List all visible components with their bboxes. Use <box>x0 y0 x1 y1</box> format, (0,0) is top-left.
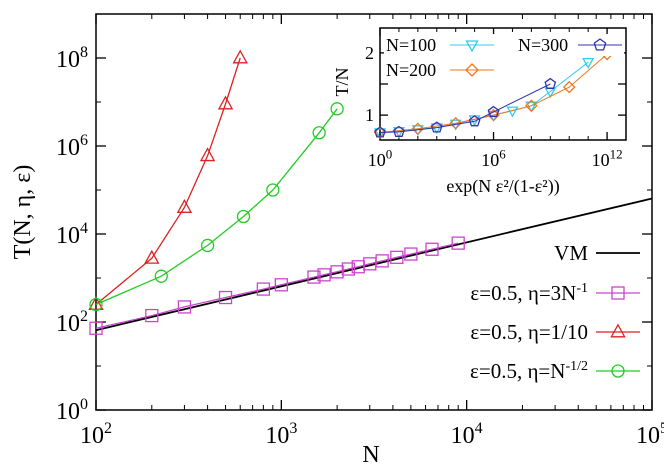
main-data-point <box>274 278 288 292</box>
inset-legend-bg <box>384 34 496 56</box>
main-y-tick-label: 102 <box>56 308 88 337</box>
main-legend-label: VM <box>554 241 588 265</box>
main-data-point <box>200 238 215 253</box>
inset-data-point <box>544 77 557 90</box>
main-legend-label: ε=0.5, η=3N-1 <box>470 281 588 305</box>
main-series-line <box>95 108 338 306</box>
main-y-tick-label: 108 <box>56 44 88 73</box>
inset-legend-bg <box>384 59 496 81</box>
main-data-point <box>404 247 418 261</box>
inset-legend-label: N=300 <box>518 35 568 55</box>
inset-series <box>373 47 614 140</box>
inset-data-point <box>468 115 481 127</box>
main-data-point <box>89 297 103 312</box>
main-legend: VMε=0.5, η=3N-1ε=0.5, η=1/10ε=0.5, η=N-1… <box>470 241 640 383</box>
main-data-point <box>266 183 280 197</box>
main-y-axis-label: T(N, η, ε) <box>10 165 36 260</box>
main-data-point <box>232 49 248 64</box>
inset-data-point <box>506 106 519 118</box>
inset-data-point <box>430 121 443 133</box>
main-series-0 <box>95 197 653 332</box>
inset-data-point <box>562 80 576 94</box>
main-data-point <box>218 290 233 305</box>
main-series-line <box>95 57 241 306</box>
main-series-2 <box>88 49 248 310</box>
main-data-point <box>144 249 160 264</box>
main-data-point <box>154 269 168 283</box>
main-data-point <box>145 308 159 323</box>
main-data-point <box>177 300 192 314</box>
inset-legend-label: N=100 <box>386 35 436 55</box>
inset-data-point <box>373 128 387 140</box>
main-data-point <box>89 321 103 335</box>
inset-data-point <box>487 105 500 118</box>
inset-data-point <box>373 126 387 139</box>
inset-data-point <box>582 57 595 69</box>
inset-y-axis-label: T/N <box>332 68 352 97</box>
main-series-line <box>95 242 459 329</box>
inset-data-point <box>525 99 538 113</box>
inset-series-line <box>379 53 608 133</box>
main-legend-marker <box>611 364 625 378</box>
main-data-point <box>317 268 331 282</box>
inset-series-2 <box>374 77 557 138</box>
main-data-point <box>307 270 321 284</box>
inset-data-point <box>411 122 425 136</box>
main-data-point <box>330 265 344 279</box>
main-data-point <box>199 147 216 162</box>
main-x-axis-label: N <box>362 442 379 465</box>
main-y-tick-label: 106 <box>56 132 88 161</box>
inset-data-point <box>449 116 463 130</box>
inset-y-tick-label: 1 <box>365 105 374 125</box>
main-data-point <box>375 254 389 268</box>
main-y-tick-label: 104 <box>56 220 88 249</box>
main-data-point <box>176 198 193 213</box>
inset-legend: N=100 N=200 N=300 <box>384 34 624 81</box>
main-data-point <box>217 95 234 110</box>
inset-data-point <box>393 125 405 137</box>
main-legend-label: ε=0.5, η=1/10 <box>470 320 588 344</box>
main-series-line <box>95 197 653 332</box>
main-data-point <box>451 236 465 250</box>
main-series-1 <box>89 236 465 335</box>
main-data-point <box>330 102 344 116</box>
main-data-point <box>236 209 251 224</box>
inset-legend-label: N=200 <box>386 60 436 80</box>
inset-y-tick-label: 2 <box>365 43 374 63</box>
main-data-point <box>256 282 271 296</box>
main-y-tick-label: 100 <box>56 396 88 425</box>
inset-legend-marker <box>465 63 479 77</box>
inset-data-point <box>430 123 443 135</box>
main-data-point <box>425 242 439 256</box>
main-x-tick-label: 104 <box>451 420 483 449</box>
inset-series-line <box>379 83 551 133</box>
inset-legend-marker <box>465 40 479 53</box>
main-x-tick-label: 105 <box>636 420 664 449</box>
inset-series-1 <box>373 47 614 139</box>
main-x-tick-label: 102 <box>80 420 112 449</box>
inset-data-point <box>374 126 386 138</box>
inset-legend-marker <box>593 38 607 51</box>
main-data-point <box>341 262 356 276</box>
main-legend-marker <box>610 323 626 338</box>
inset-x-axis-label: exp(N ε²/(1-ε²)) <box>446 176 559 197</box>
main-data-point <box>390 250 404 264</box>
main-x-tick-label: 103 <box>265 420 297 449</box>
main-data-point <box>312 126 326 140</box>
main-series-3 <box>89 102 344 312</box>
main-series <box>88 49 653 335</box>
main-legend-marker <box>611 286 625 300</box>
